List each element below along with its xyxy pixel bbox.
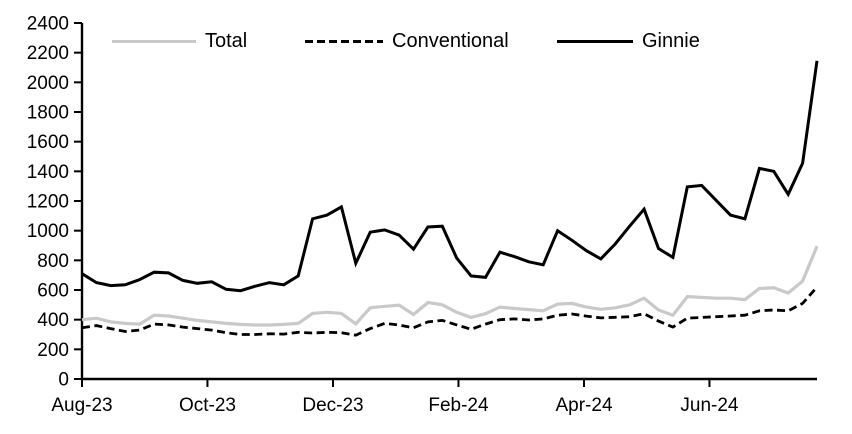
series-line-ginnie [81,60,819,293]
x-tick-label: Jun-24 [680,395,739,416]
x-tick-label: Feb-24 [428,395,489,416]
legend-item-ginnie: Ginnie [557,29,700,53]
x-tick-label: Dec-23 [302,395,363,416]
y-tick-label: 400 [37,310,69,331]
x-tick-label: Apr-24 [555,395,612,416]
y-tick-label: 2400 [27,14,69,35]
y-tick-label: 200 [37,340,69,361]
y-tick-label: 0 [58,370,69,391]
y-tick-label: 1000 [27,221,69,242]
legend-item-total: Total [112,29,247,53]
y-tick-label: 600 [37,281,69,302]
y-tick-label: 1400 [27,162,69,183]
y-tick-label: 1600 [27,132,69,153]
y-tick-label: 1800 [27,103,69,124]
legend-swatch-ginnie-line [557,39,633,43]
legend-swatch-total-line [112,39,196,43]
legend-item-conventional: Conventional [305,29,509,53]
legend-label-ginnie: Ginnie [642,30,700,52]
legend-label-conventional: Conventional [392,30,509,52]
y-tick-label: 1200 [27,192,69,213]
x-tick-label: Oct-23 [179,395,236,416]
legend-swatch-conventional-line [305,39,383,43]
series-line-total [81,245,819,327]
y-tick-label: 2200 [27,43,69,64]
x-tick-label: Aug-23 [51,395,112,416]
series-line-conventional [81,286,819,337]
y-tick-label: 2000 [27,73,69,94]
y-tick-label: 800 [37,251,69,272]
legend-label-total: Total [205,30,248,52]
